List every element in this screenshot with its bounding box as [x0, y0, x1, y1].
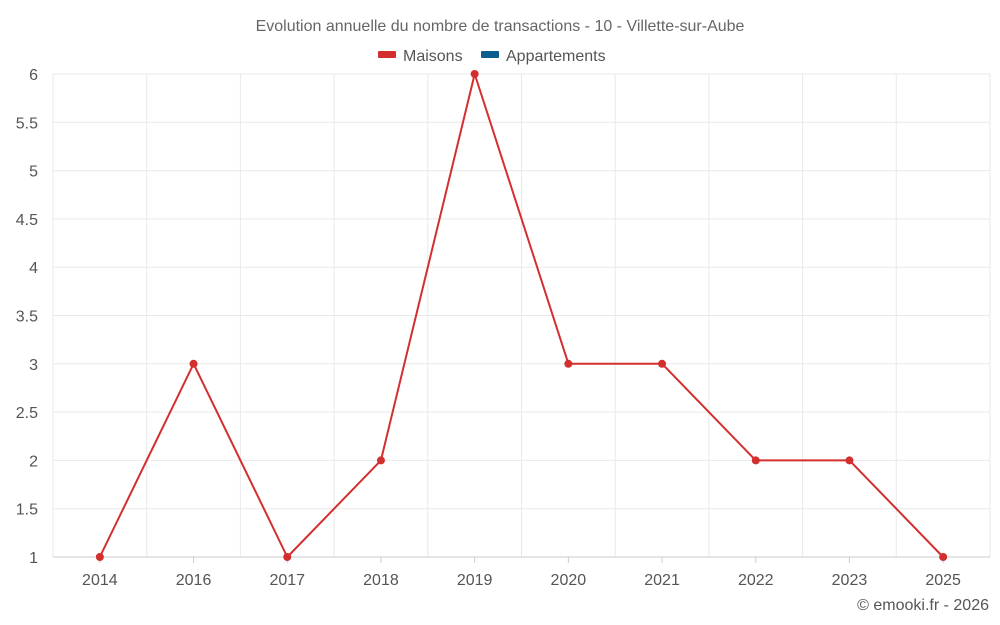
x-tick-label: 2020 — [551, 572, 587, 589]
data-point[interactable] — [376, 456, 385, 465]
x-tick-label: 2025 — [925, 572, 961, 589]
y-tick-label: 1 — [29, 550, 38, 567]
legend-label-appartements: Appartements — [506, 48, 606, 65]
data-point[interactable] — [751, 456, 760, 465]
legend: Maisons Appartements — [378, 48, 606, 65]
x-tick-label: 2023 — [832, 572, 868, 589]
data-point[interactable] — [189, 359, 198, 368]
y-tick-label: 4.5 — [16, 212, 38, 229]
data-point[interactable] — [845, 456, 854, 465]
series-line-maisons — [98, 73, 944, 558]
series-maisons — [95, 70, 948, 561]
data-point[interactable] — [95, 553, 104, 561]
x-tick-label: 2022 — [738, 572, 774, 589]
y-tick-label: 3.5 — [16, 309, 38, 326]
data-point[interactable] — [658, 359, 667, 368]
y-tick-label: 4 — [29, 260, 38, 277]
y-tick-label: 6 — [29, 67, 38, 84]
data-point[interactable] — [564, 359, 573, 368]
x-tick-label: 2014 — [82, 572, 118, 589]
chart-title: Evolution annuelle du nombre de transact… — [256, 18, 745, 35]
grid — [52, 73, 991, 557]
x-tick-label: 2016 — [176, 572, 212, 589]
x-tick-label: 2018 — [363, 572, 399, 589]
axes: 1 1.5 2 2.5 3 3.5 4 4.5 5 5.5 6 2014 2016 2017 2018 201… — [16, 67, 990, 589]
legend-item-appartements[interactable]: Appartements — [481, 48, 606, 65]
y-tick-label: 1.5 — [16, 502, 38, 519]
y-tick-label: 5.5 — [16, 115, 38, 132]
y-tick-label: 3 — [29, 357, 38, 374]
x-tick-label: 2019 — [457, 572, 493, 589]
x-tick-label: 2021 — [644, 572, 680, 589]
credit-text: © emooki.fr - 2026 — [857, 597, 989, 614]
legend-swatch-maisons — [378, 51, 396, 58]
data-point[interactable] — [283, 553, 292, 561]
y-tick-label: 2 — [29, 453, 38, 470]
data-point[interactable] — [470, 70, 479, 78]
y-tick-label: 5 — [29, 164, 38, 181]
x-tick-label: 2017 — [269, 572, 305, 589]
data-point[interactable] — [939, 553, 948, 561]
legend-swatch-appartements — [481, 51, 499, 58]
legend-item-maisons[interactable]: Maisons — [378, 48, 463, 65]
y-tick-label: 2.5 — [16, 405, 38, 422]
legend-label-maisons: Maisons — [403, 48, 463, 65]
